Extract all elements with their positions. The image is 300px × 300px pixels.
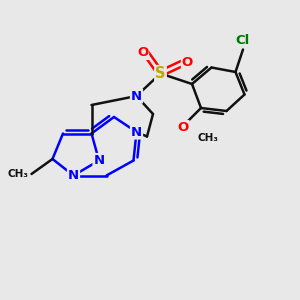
Text: O: O bbox=[182, 56, 193, 70]
Text: O: O bbox=[177, 121, 189, 134]
Text: S: S bbox=[155, 66, 166, 81]
Text: Cl: Cl bbox=[236, 34, 250, 47]
Text: N: N bbox=[131, 89, 142, 103]
Text: N: N bbox=[131, 125, 142, 139]
Text: N: N bbox=[93, 154, 105, 167]
Text: CH₃: CH₃ bbox=[198, 133, 219, 143]
Text: N: N bbox=[68, 169, 79, 182]
Text: O: O bbox=[137, 46, 148, 59]
Text: CH₃: CH₃ bbox=[8, 169, 29, 179]
